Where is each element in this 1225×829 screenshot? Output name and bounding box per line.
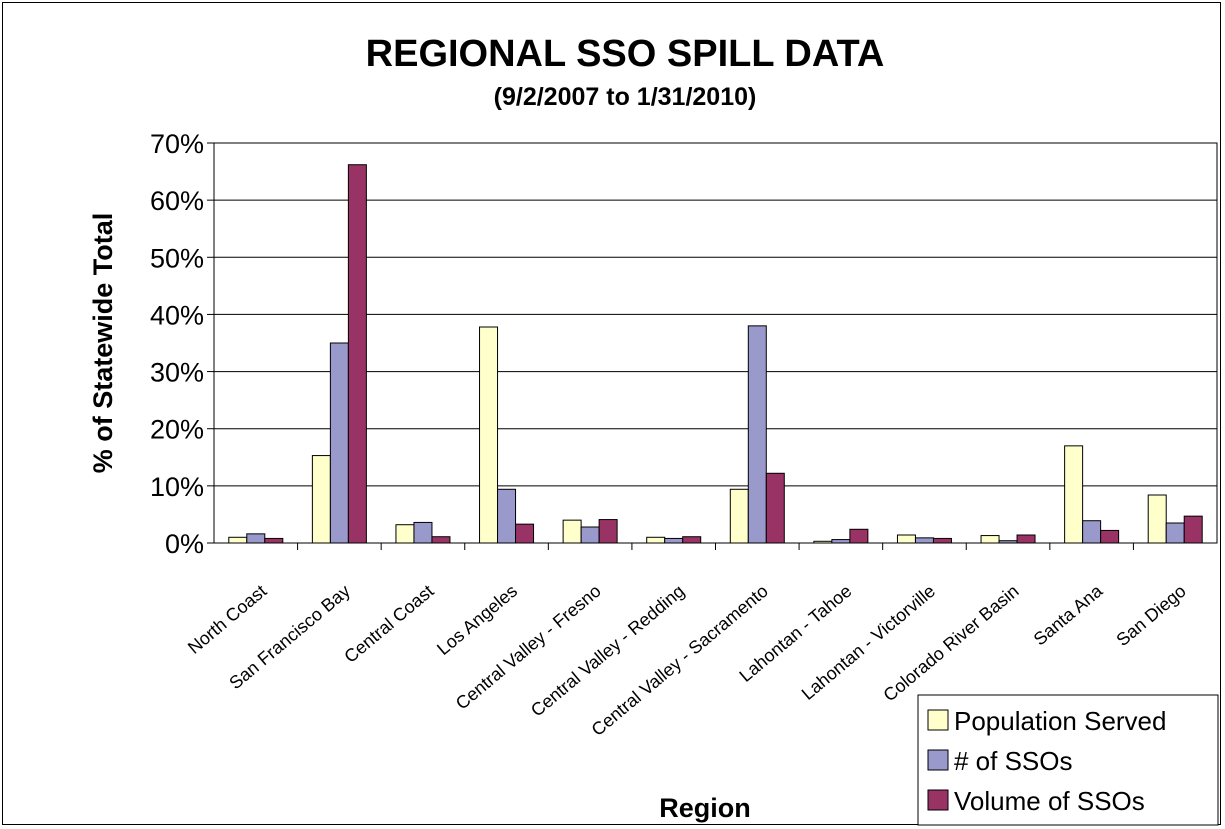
x-tick-label: Central Valley - Fresno — [452, 581, 605, 714]
bar-volume-ssos — [765, 472, 785, 544]
bar-population-served — [1147, 494, 1167, 544]
bar-population-served — [479, 326, 499, 544]
bar-population-served — [395, 524, 415, 544]
bar-num-ssos — [1165, 522, 1185, 544]
bar-num-ssos — [1082, 520, 1102, 544]
bar-num-ssos — [664, 537, 684, 544]
bar-population-served — [896, 534, 916, 544]
legend-label: Population Served — [954, 706, 1166, 736]
bar-num-ssos — [329, 342, 349, 544]
bar-num-ssos — [914, 537, 934, 544]
bar-volume-ssos — [1100, 529, 1120, 544]
bar-population-served — [228, 536, 248, 544]
bar-volume-ssos — [1183, 515, 1203, 544]
y-tick-label: 30% — [150, 358, 204, 388]
bar-volume-ssos — [264, 537, 284, 544]
x-tick-label: Central Valley - Sacramento — [588, 581, 772, 740]
x-axis-title: Region — [659, 793, 751, 823]
y-tick-label: 60% — [150, 186, 204, 216]
bar-num-ssos — [413, 521, 433, 544]
y-axis-title: % of Statewide Total — [88, 213, 118, 474]
chart-subtitle: (9/2/2007 to 1/31/2010) — [494, 83, 757, 111]
y-tick-label: 70% — [150, 129, 204, 159]
x-tick-label: Lahontan - Victorville — [798, 581, 939, 704]
y-tick-label: 50% — [150, 243, 204, 273]
bar-volume-ssos — [598, 519, 618, 544]
y-tick-label: 10% — [150, 472, 204, 502]
y-axis-ticks: 0% 10% 20% 30% 40% 50% 60% 70% — [150, 129, 214, 559]
bar-volume-ssos — [431, 536, 451, 544]
legend-label: # of SSOs — [954, 746, 1073, 776]
x-tick-label: San Diego — [1113, 581, 1190, 650]
legend-box — [917, 694, 1219, 826]
bar-volume-ssos — [682, 536, 702, 544]
legend: Population Served # of SSOs Volume of SSOs — [917, 694, 1219, 826]
x-tick-label: Colorado River Basin — [879, 581, 1022, 706]
y-tick-label: 20% — [150, 415, 204, 445]
legend-swatch — [927, 749, 949, 771]
x-tick-label: North Coast — [184, 581, 270, 658]
x-tick-label: Santa Ana — [1030, 580, 1107, 649]
bar-num-ssos — [497, 488, 517, 544]
y-tick-label: 0% — [165, 529, 204, 559]
bar-volume-ssos — [1016, 534, 1036, 544]
bar-population-served — [646, 536, 666, 544]
bar-num-ssos — [246, 533, 266, 544]
y-tick-label: 40% — [150, 300, 204, 330]
legend-swatch — [927, 789, 949, 811]
bar-num-ssos — [747, 325, 767, 544]
bar-volume-ssos — [515, 523, 535, 544]
x-tick-label: Central Coast — [340, 581, 437, 667]
bar-population-served — [729, 488, 749, 544]
bar-num-ssos — [580, 526, 600, 544]
bar-population-served — [311, 455, 331, 544]
x-tick-label: Los Angeles — [433, 581, 521, 659]
bar-volume-ssos — [347, 164, 367, 544]
legend-label: Volume of SSOs — [954, 786, 1145, 816]
bar-num-ssos — [831, 539, 851, 544]
legend-swatch — [927, 709, 949, 731]
x-tick-label: Central Valley - Redding — [527, 581, 688, 721]
bar-population-served — [562, 519, 582, 544]
bar-volume-ssos — [932, 537, 952, 544]
bars — [228, 164, 1203, 544]
bar-population-served — [1064, 445, 1084, 544]
bar-population-served — [980, 535, 1000, 544]
bar-volume-ssos — [849, 528, 869, 544]
chart-title: REGIONAL SSO SPILL DATA — [366, 33, 885, 75]
